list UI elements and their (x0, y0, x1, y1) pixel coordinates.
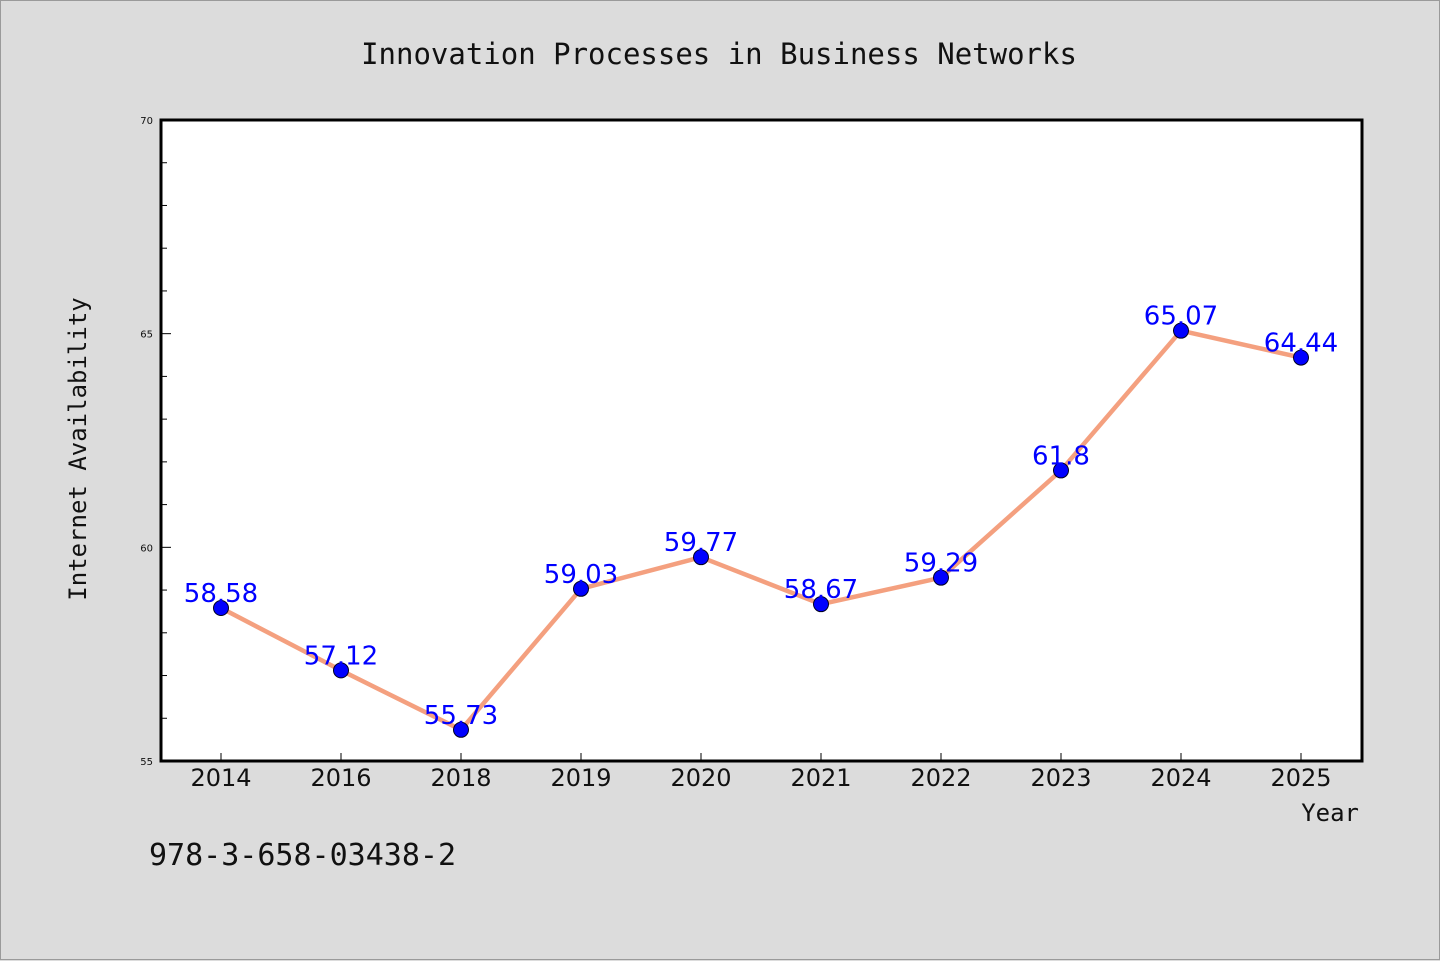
data-label: 59.77 (664, 528, 738, 558)
x-tick-label: 2023 (1030, 764, 1091, 792)
plot-area (161, 120, 1362, 761)
data-point (333, 662, 349, 679)
data-labels: 58.58 57.12 55.73 59.03 59.77 58.67 59.29 61.8 6… (184, 302, 1338, 731)
data-label: 55.73 (424, 701, 498, 731)
data-point (1293, 349, 1309, 366)
x-tick-label: 2019 (550, 764, 611, 792)
y-tick-label: 65 (140, 330, 153, 341)
data-label: 61.8 (1032, 441, 1090, 471)
data-label: 58.67 (784, 575, 858, 605)
x-tick-label: 2021 (790, 764, 851, 792)
x-tick-label: 2022 (910, 764, 971, 792)
data-point (1173, 322, 1189, 339)
x-axis-label: Year (1301, 799, 1359, 827)
data-point (573, 580, 589, 597)
data-point (1053, 462, 1069, 479)
series-line-group (218, 328, 1304, 733)
series-line (218, 328, 1304, 733)
y-axis-label: Internet Availability (64, 297, 92, 600)
isbn-footer: 978-3-658-03438-2 (149, 838, 456, 873)
x-tick-label: 2016 (310, 764, 371, 792)
x-tick-label: 2024 (1150, 764, 1211, 792)
y-tick-label: 70 (140, 116, 153, 127)
chart-title: Innovation Processes in Business Network… (361, 37, 1077, 71)
data-label: 57.12 (304, 641, 378, 671)
data-point (933, 569, 949, 586)
x-tick-label: 2025 (1270, 764, 1331, 792)
x-tick-label: 2014 (190, 764, 251, 792)
data-label: 59.03 (544, 560, 618, 590)
data-label: 58.58 (184, 579, 258, 609)
data-label: 59.29 (904, 549, 978, 579)
data-point (213, 600, 229, 617)
data-point (813, 596, 829, 613)
data-markers (213, 322, 1309, 738)
x-axis-ticks: 2014 2016 2018 2019 2020 2021 2022 2023 2024 2025 (190, 753, 1332, 792)
data-label: 65.07 (1144, 302, 1218, 332)
data-label: 64.44 (1264, 329, 1338, 359)
data-point (453, 721, 469, 738)
x-tick-label: 2020 (670, 764, 731, 792)
plot-frame (159, 118, 1364, 763)
y-tick-label: 60 (140, 543, 153, 554)
data-point (693, 549, 709, 566)
y-tick-label: 55 (140, 757, 153, 768)
x-tick-label: 2018 (430, 764, 491, 792)
